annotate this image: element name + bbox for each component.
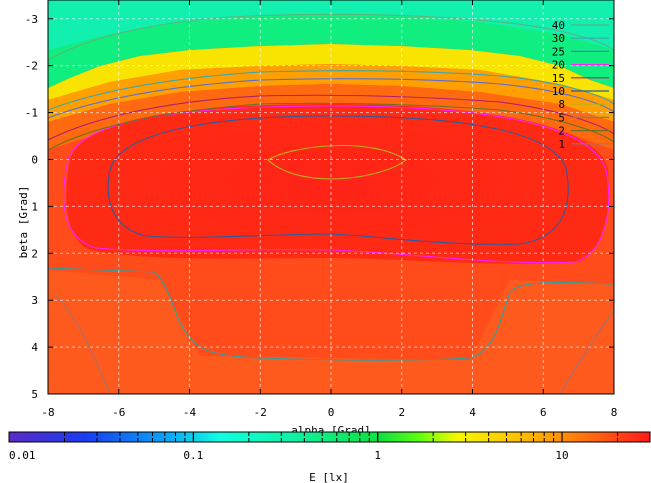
contour-2 [48, 102, 614, 151]
grid-lines [48, 0, 614, 394]
x-tick-label: 8 [611, 406, 618, 419]
colorbar-tick-label: 1 [374, 449, 381, 462]
contour-8 [267, 144, 407, 180]
contour-15 [48, 94, 614, 141]
y-axis-label: beta [Grad] [17, 186, 30, 259]
legend-label: 15 [552, 72, 565, 85]
colorbar-label: E [lx] [309, 471, 349, 483]
y-tick-label: 5 [31, 388, 38, 401]
colorbar-tick-labels: 0.01 0.1 1 10 [9, 449, 569, 462]
y-tick-label: -2 [25, 60, 38, 73]
colorbar-ticks [8, 432, 651, 442]
legend-label: 20 [552, 59, 565, 72]
y-tick-label: -1 [25, 107, 38, 120]
x-tick-label: -4 [183, 406, 197, 419]
contour-30 [48, 70, 614, 111]
x-tick-label: 2 [398, 406, 405, 419]
y-tick-label: 1 [31, 200, 38, 213]
contour-10 [107, 115, 569, 245]
y-tick-label: 0 [31, 153, 38, 166]
y-tick-label: 4 [31, 341, 38, 354]
legend-label: 30 [552, 32, 565, 45]
x-tick-label: 6 [540, 406, 547, 419]
colorbar-tick-label: 0.01 [9, 449, 36, 462]
contour-5 [48, 267, 614, 361]
x-tick-label: -8 [41, 406, 54, 419]
contour-25 [48, 78, 614, 119]
legend-label: 2 [558, 125, 565, 138]
y-tick-label: 2 [31, 247, 38, 260]
contour-lines [48, 13, 614, 394]
colorbar-tick-label: 10 [555, 449, 568, 462]
x-tick-labels: -8 -6 -4 -2 0 2 4 6 8 [41, 406, 617, 419]
y-tick-label: 3 [31, 294, 38, 307]
field-yellow-band [48, 44, 614, 100]
y-tick-label: -3 [25, 13, 38, 26]
colorbar-tick-label: 0.1 [183, 449, 203, 462]
legend-label: 10 [552, 85, 565, 98]
x-tick-label: -6 [112, 406, 125, 419]
legend-label: 5 [558, 111, 565, 124]
y-tick-labels: -3 -2 -1 0 1 2 3 4 5 [25, 13, 39, 401]
x-tick-label: 0 [328, 406, 335, 419]
heatmap-field [48, 0, 614, 394]
colorbar: 0.01 0.1 1 10 E [lx] [8, 431, 651, 483]
legend-label: 40 [552, 19, 565, 32]
x-tick-label: -2 [254, 406, 267, 419]
legend-label: 8 [558, 98, 565, 111]
axis-ticks [47, 0, 615, 395]
legend-label: 1 [558, 138, 565, 151]
legend-label: 25 [552, 45, 565, 58]
contour-40 [48, 13, 614, 61]
x-tick-label: 4 [469, 406, 476, 419]
contour-20 [63, 105, 610, 264]
